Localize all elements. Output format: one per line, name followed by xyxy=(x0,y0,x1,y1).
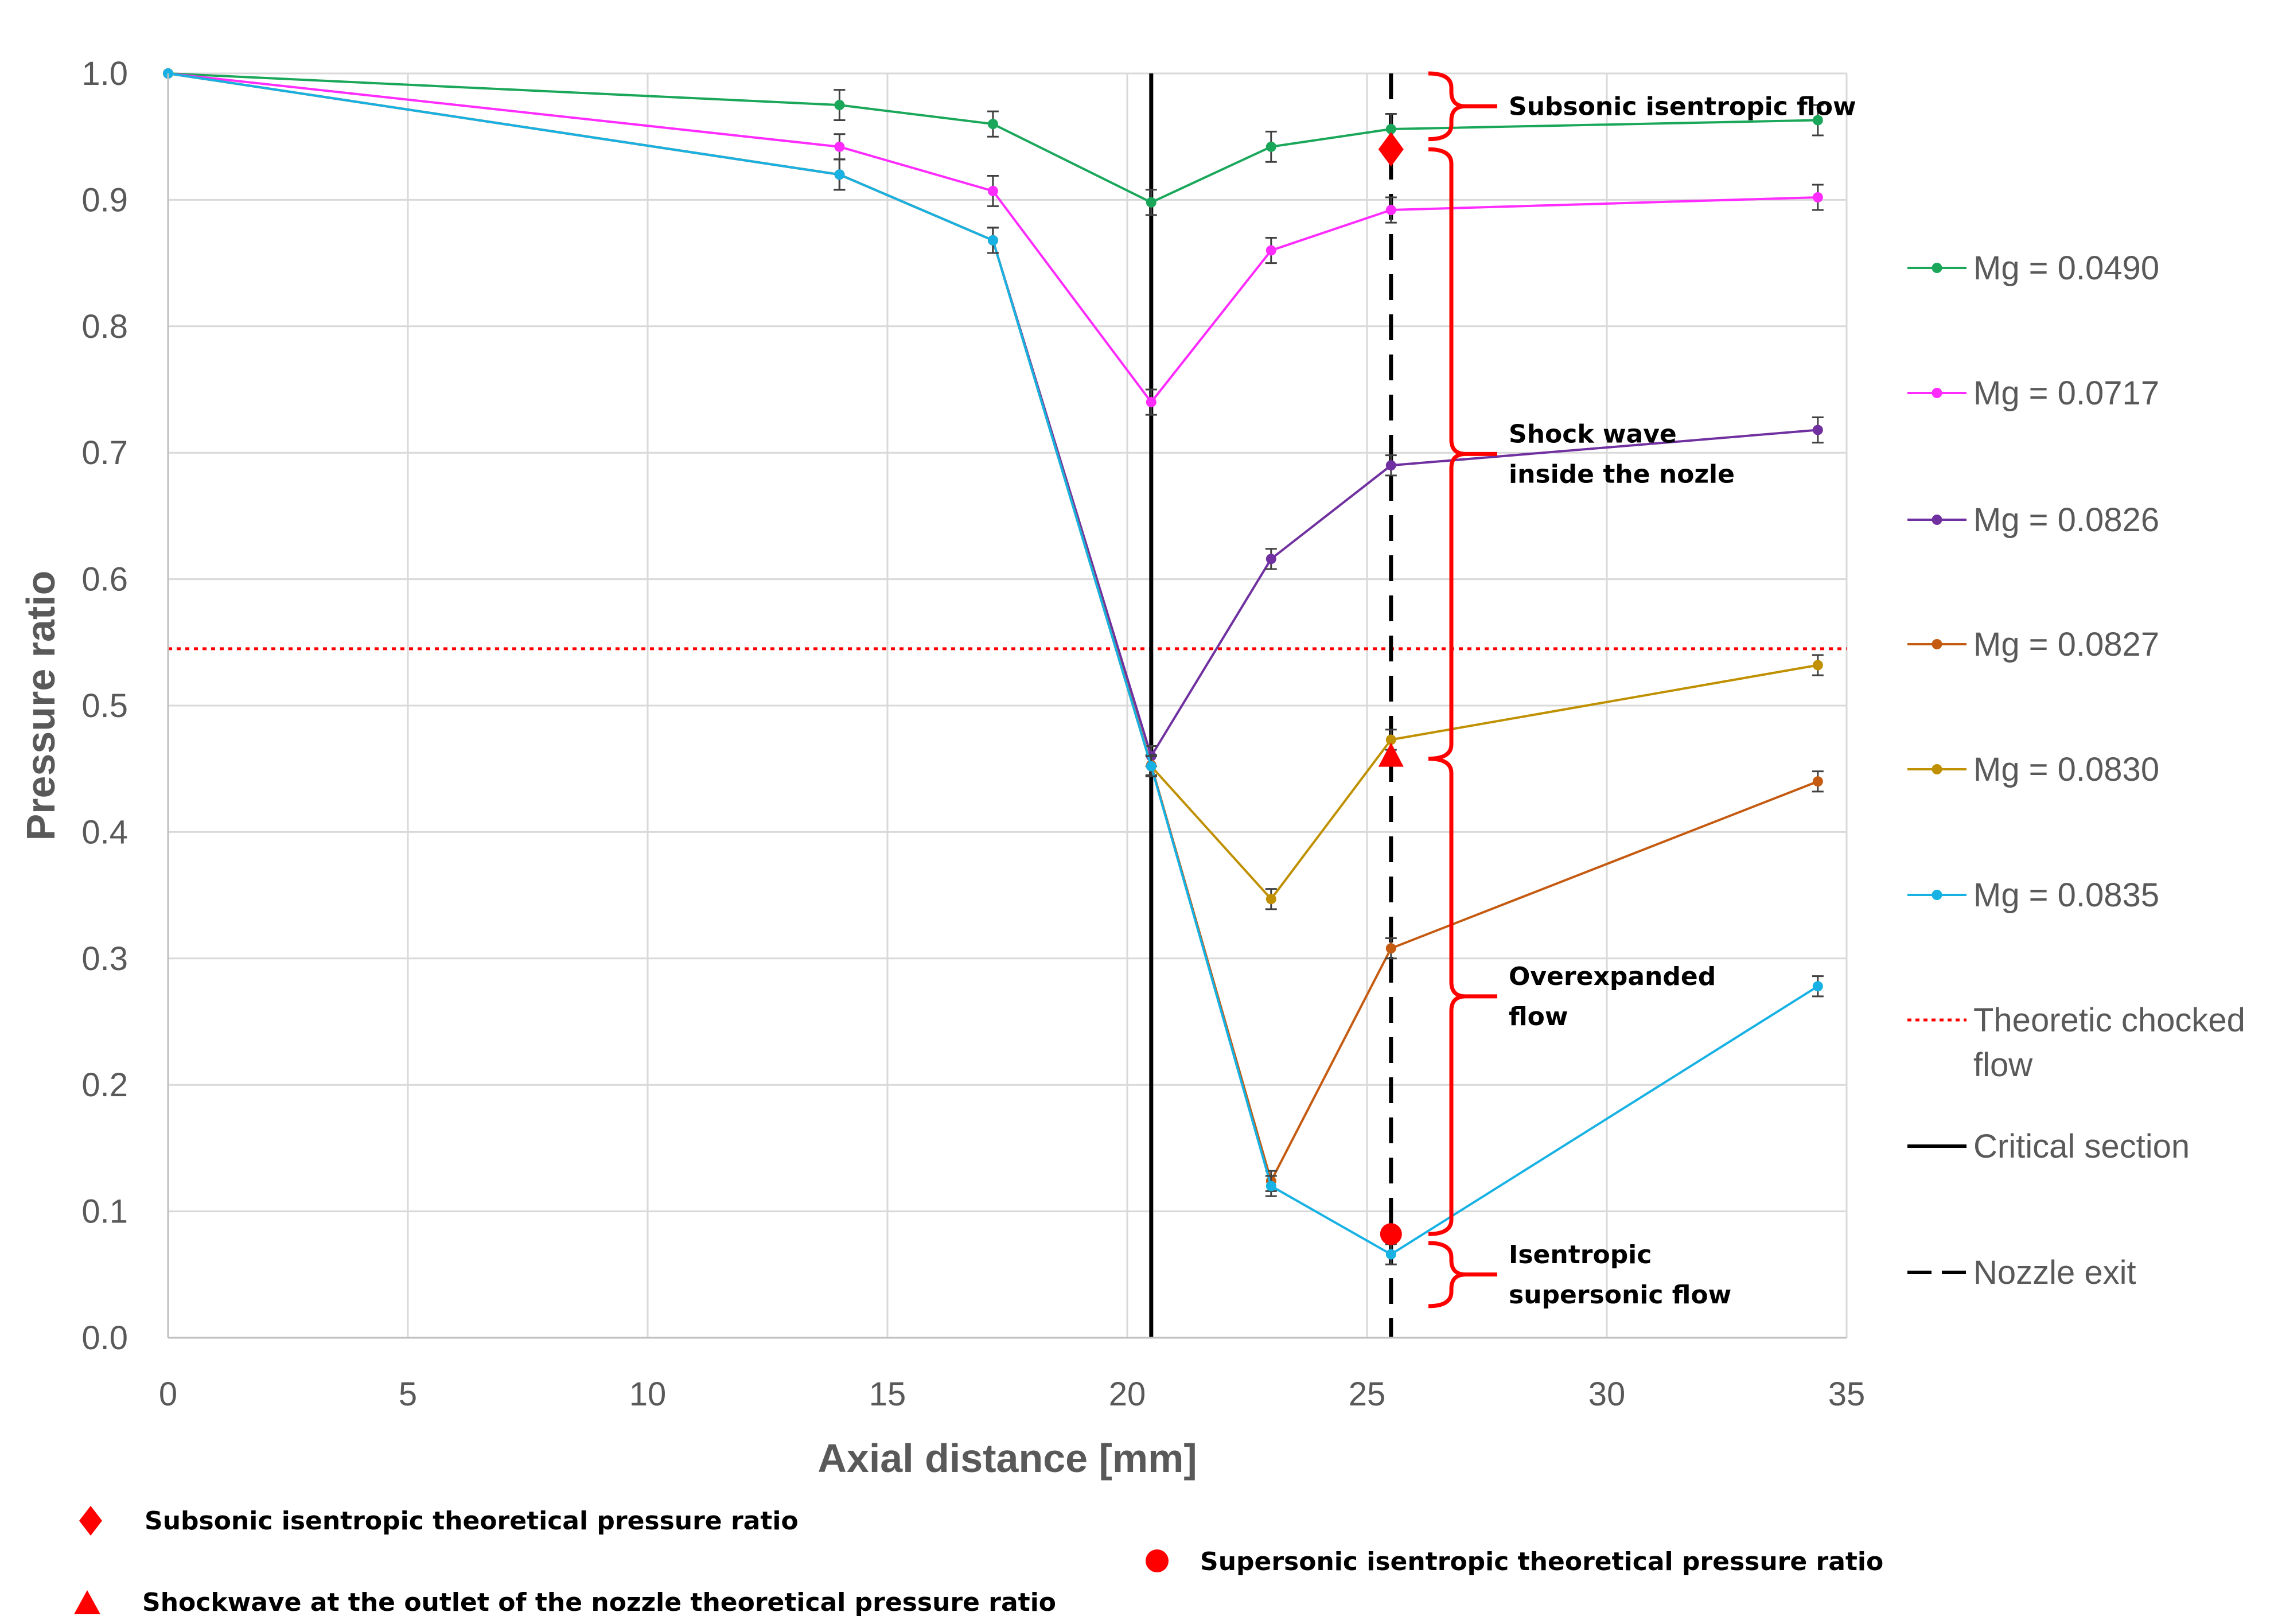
data-series xyxy=(163,68,1824,1265)
x-axis-title: Axial distance [mm] xyxy=(817,1436,1197,1481)
data-point xyxy=(1812,425,1823,435)
data-point xyxy=(987,119,998,130)
data-point xyxy=(1146,397,1156,408)
data-point xyxy=(1812,981,1823,992)
data-point xyxy=(987,185,998,196)
data-point xyxy=(1385,1249,1396,1260)
note-triangle-icon xyxy=(74,1590,100,1614)
axes: 0.0 0.1 0.2 0.3 0.4 0.5 0.6 0.7 0.8 0.9 1.0 0 5 10 15 2… xyxy=(18,55,1865,1481)
flow-annotation-text: inside the nozle xyxy=(1509,459,1735,489)
x-tick-label: 20 xyxy=(1109,1376,1146,1413)
y-tick-label: 0.9 xyxy=(81,181,128,219)
y-tick-label: 0.7 xyxy=(81,434,128,472)
legend-label: Mg = 0.0827 xyxy=(1973,626,2159,663)
data-point xyxy=(1385,205,1396,216)
data-point xyxy=(1265,1181,1276,1191)
y-tick-label: 0.5 xyxy=(81,687,128,725)
legend-marker xyxy=(1932,890,1942,900)
x-tick-label: 30 xyxy=(1588,1376,1626,1413)
y-tick-label: 1.0 xyxy=(81,55,128,92)
legend-label: Mg = 0.0830 xyxy=(1973,751,2159,788)
flow-annotations: Subsonic isentropic flow Shock wave inside… xyxy=(1428,71,1856,1310)
subsonic-theoretical-marker xyxy=(1378,132,1404,167)
data-point xyxy=(1812,660,1823,671)
data-point xyxy=(834,169,845,180)
data-point xyxy=(1265,554,1276,564)
legend-label: Mg = 0.0490 xyxy=(1973,250,2159,287)
data-point xyxy=(1812,776,1823,787)
flow-annotation-text: Shock wave xyxy=(1509,419,1677,449)
shockwave-theoretical-marker xyxy=(1378,742,1404,767)
data-point xyxy=(1265,245,1276,256)
data-point xyxy=(1385,460,1396,471)
data-point xyxy=(1146,761,1156,772)
legend-label-chocked-line1: Theoretic chocked xyxy=(1973,1002,2245,1039)
y-tick-label: 0.6 xyxy=(81,561,128,598)
data-point xyxy=(834,141,845,152)
legend-label: Mg = 0.0717 xyxy=(1973,375,2159,412)
legend-marker xyxy=(1932,515,1942,525)
data-point xyxy=(1265,894,1276,905)
supersonic-theoretical-marker xyxy=(1380,1223,1402,1245)
theoretical-points xyxy=(1378,132,1404,1245)
legend-label-nozzle-exit: Nozzle exit xyxy=(1973,1254,2136,1291)
legend-marker xyxy=(1932,764,1942,774)
data-point xyxy=(1385,123,1396,134)
series-00717 xyxy=(163,68,1824,416)
flow-annotation-text: Overexpanded xyxy=(1509,962,1716,991)
data-point xyxy=(1812,115,1823,126)
legend-label-chocked-line2: flow xyxy=(1973,1046,2033,1084)
flow-annotation-text: flow xyxy=(1509,1002,1568,1031)
legend-marker xyxy=(1932,263,1942,273)
note-diamond-icon xyxy=(79,1506,102,1536)
note-circle-icon xyxy=(1146,1549,1169,1572)
y-tick-label: 0.4 xyxy=(81,813,128,851)
legend-marker xyxy=(1932,388,1942,398)
data-point xyxy=(1812,192,1823,202)
flow-brace-3 xyxy=(1428,1241,1466,1308)
note-subsonic: Subsonic isentropic theoretical pressure… xyxy=(145,1506,799,1536)
data-point xyxy=(1385,943,1396,954)
note-supersonic: Supersonic isentropic theoretical pressu… xyxy=(1200,1547,1883,1576)
x-tick-label: 35 xyxy=(1828,1376,1866,1413)
legend-label: Mg = 0.0826 xyxy=(1973,501,2159,539)
flow-brace-1 xyxy=(1428,147,1466,761)
x-tick-label: 10 xyxy=(629,1376,667,1413)
data-point xyxy=(987,235,998,246)
data-point xyxy=(834,100,845,111)
data-point xyxy=(1385,734,1396,745)
x-tick-label: 15 xyxy=(869,1376,906,1413)
x-tick-label: 25 xyxy=(1349,1376,1386,1413)
flow-annotation-text: supersonic flow xyxy=(1509,1280,1731,1310)
legend-marker xyxy=(1932,639,1942,649)
legend: Mg = 0.0490 Mg = 0.0717 Mg = 0.0826 Mg = 0.… xyxy=(1907,250,2245,1291)
series-00835 xyxy=(163,68,1824,1265)
x-tick-label: 0 xyxy=(159,1376,177,1413)
flow-brace-2 xyxy=(1428,757,1466,1236)
y-tick-label: 0.1 xyxy=(81,1193,128,1230)
y-tick-label: 0.8 xyxy=(81,308,128,345)
bottom-notes: Subsonic isentropic theoretical pressure… xyxy=(74,1506,1883,1617)
flow-annotation-text: Subsonic isentropic flow xyxy=(1509,92,1856,121)
legend-label-critical: Critical section xyxy=(1973,1128,2190,1165)
series-00826 xyxy=(163,68,1824,768)
y-tick-label: 0.3 xyxy=(81,940,128,977)
data-point xyxy=(1265,141,1276,152)
y-tick-label: 0.2 xyxy=(81,1066,128,1104)
note-shockwave: Shockwave at the outlet of the nozzle th… xyxy=(142,1588,1056,1617)
reference-lines xyxy=(168,73,1847,1338)
y-axis-title: Pressure ratio xyxy=(18,571,63,841)
y-tick-label: 0.0 xyxy=(81,1319,128,1357)
data-point xyxy=(1146,197,1156,208)
flow-annotation-text: Isentropic xyxy=(1509,1240,1652,1269)
legend-label: Mg = 0.0835 xyxy=(1973,877,2159,914)
x-tick-label: 5 xyxy=(399,1376,417,1413)
grid-lines xyxy=(167,72,1848,1339)
